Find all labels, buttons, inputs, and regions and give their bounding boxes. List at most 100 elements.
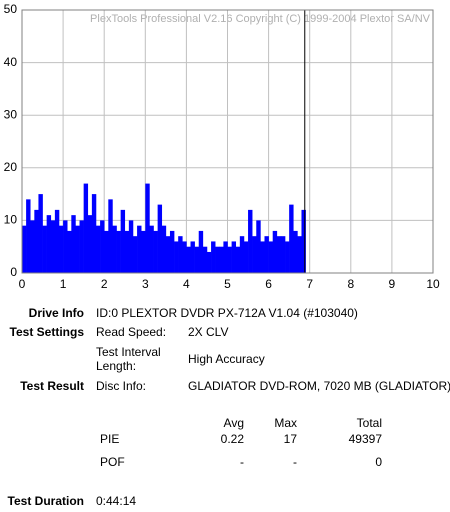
label: Drive Info [28,306,84,320]
header: Max [274,416,297,430]
bar [252,236,257,273]
bar [108,199,113,273]
x-tick-label: 3 [142,277,149,291]
bar [194,246,200,273]
bar [264,236,269,273]
bar [87,215,93,273]
bar [95,225,101,273]
cell: 0.22 [220,432,244,446]
bar [75,225,80,273]
bar [276,236,282,273]
bar [137,225,142,273]
bar [198,230,204,273]
bar [153,230,158,273]
row-label: PIE [100,432,120,446]
label: Test Duration [7,494,84,508]
y-tick-label: 40 [4,55,18,69]
chart: PlexTools Professional V2.16 Copyright (… [4,2,440,291]
bar [190,241,195,273]
bar [58,225,64,273]
bar [161,225,167,273]
value: 2X CLV [188,325,229,339]
bar [272,230,278,273]
bar [83,183,89,273]
bar [34,209,39,273]
bar [239,236,245,273]
bar [301,209,306,273]
bar [285,241,290,273]
bar [128,220,134,273]
bar [120,209,126,273]
header: Avg [223,416,244,430]
x-tick-label: 7 [306,277,313,291]
bar [38,194,43,273]
bar [293,230,298,273]
bar [116,230,121,273]
x-tick-label: 2 [101,277,108,291]
bar [79,220,84,273]
label: Read Speed: [96,325,167,339]
watermark: PlexTools Professional V2.16 Copyright (… [90,13,431,25]
bar [22,225,27,273]
bar [124,230,130,273]
bar [211,241,216,273]
label: Test Result [20,379,84,393]
y-tick-label: 0 [10,265,17,279]
plot-border [21,9,434,274]
x-tick-label: 4 [183,277,190,291]
bar [91,194,97,273]
y-tick-label: 50 [4,2,18,16]
bar [141,230,146,273]
x-tick-label: 5 [224,277,231,291]
bar [54,209,60,273]
bar [104,230,109,273]
bar [165,236,171,273]
x-tick-label: 10 [426,277,440,291]
value: High Accuracy [188,352,265,366]
bar [243,241,249,273]
bar [289,204,294,273]
cell: 0 [375,455,382,469]
bar [297,236,302,273]
bar [231,241,237,273]
bar [42,225,47,273]
bar [169,230,175,273]
bar [71,215,76,273]
bar [280,236,286,273]
bar [206,251,212,273]
bar [50,220,56,273]
bar [227,246,232,273]
bar [268,241,274,273]
cell: - [293,455,297,469]
bar [26,199,31,273]
bar [63,220,68,273]
value: 0:44:14 [96,494,137,508]
bar [256,220,261,273]
bar [202,246,208,273]
label: Test Settings [9,325,84,339]
x-tick-label: 0 [19,277,26,291]
x-tick-label: 6 [265,277,272,291]
bar [215,246,220,273]
bar [235,246,241,273]
bar [112,225,117,273]
y-tick-label: 20 [4,160,18,174]
label: Disc Info: [96,379,147,393]
bar [186,246,191,273]
cell: 49397 [348,432,382,446]
header: Total [356,416,382,430]
bar [248,209,253,273]
bar [157,204,163,273]
bar [174,241,179,273]
bar [219,246,224,273]
cell: - [240,455,244,469]
bar [260,241,265,273]
y-tick-label: 10 [4,213,18,227]
bar [223,241,228,273]
bar [178,236,183,273]
x-tick-label: 9 [389,277,396,291]
bar [30,220,35,273]
cell: 17 [283,432,297,446]
bar [100,220,105,273]
